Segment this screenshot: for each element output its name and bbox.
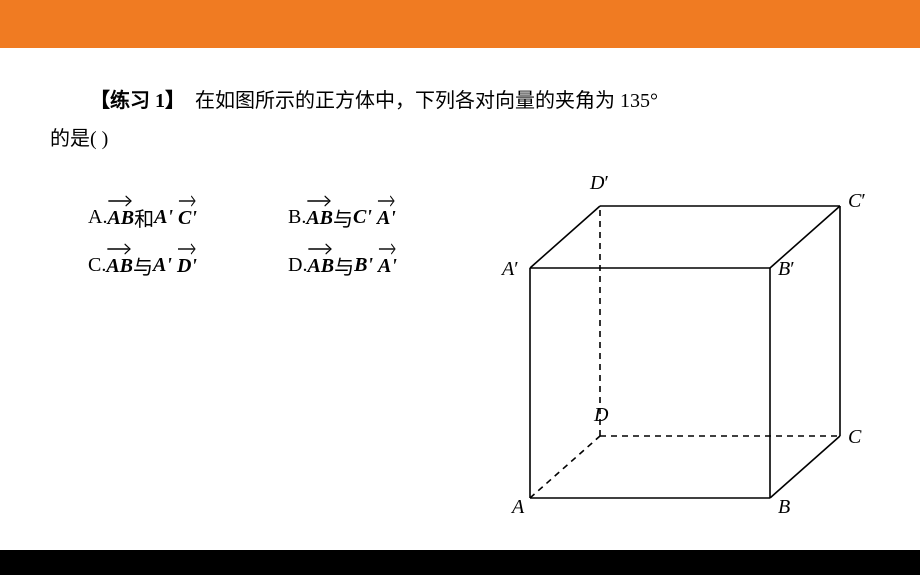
option-a-conj: 和	[134, 203, 154, 232]
option-d-vec2a: B'	[354, 254, 373, 277]
cube-svg	[470, 168, 870, 538]
question-line-1: 【练习 1】 在如图所示的正方体中，下列各对向量的夹角为 135°	[50, 82, 870, 120]
option-c: C.AB与A' D'	[88, 251, 288, 280]
option-d-vec2b: A'	[378, 253, 397, 278]
cube-label-Bprime: B′	[778, 258, 795, 281]
vector-ab-b: AB	[306, 205, 333, 230]
option-d-conj: 与	[334, 251, 354, 280]
option-c-prefix: C.	[88, 254, 106, 277]
vector-ab-a: AB	[107, 205, 134, 230]
option-row-1: A.AB和A' C' B.AB与C' A'	[88, 193, 397, 241]
option-row-2: C.AB与A' D' D.AB与B' A'	[88, 241, 397, 289]
cube-label-A: A	[512, 496, 524, 519]
option-c-vec2a: A'	[153, 254, 172, 277]
option-d: D.AB与B' A'	[288, 251, 397, 280]
exercise-label: 【练习 1】	[90, 90, 185, 112]
header-bar	[0, 0, 920, 48]
option-b-vec2b: A'	[377, 205, 396, 230]
cube-label-B: B	[778, 496, 790, 519]
cube-label-D: D	[594, 404, 608, 427]
option-b-conj: 与	[333, 203, 353, 232]
option-b-vec2a: C'	[353, 206, 372, 229]
vector-ab-c: AB	[106, 253, 133, 278]
option-a: A.AB和A' C'	[88, 203, 288, 232]
question-angle: 135°	[620, 90, 658, 112]
cube-label-C: C	[848, 426, 861, 449]
option-a-prefix: A.	[88, 206, 107, 229]
cube-diagram: A B C D A′ B′ C′ D′	[470, 168, 870, 538]
cube-label-Aprime: A′	[502, 258, 519, 281]
option-a-vec2a: A'	[154, 206, 173, 229]
cube-label-Cprime: C′	[848, 190, 866, 213]
options-block: A.AB和A' C' B.AB与C' A' C.AB与A' D' D.AB与B'…	[88, 193, 397, 289]
option-c-vec2b: D'	[177, 253, 197, 278]
option-d-prefix: D.	[288, 254, 307, 277]
option-a-vec2b: C'	[178, 205, 197, 230]
question-block: 【练习 1】 在如图所示的正方体中，下列各对向量的夹角为 135° 的是( )	[50, 82, 870, 158]
vector-ab-d: AB	[307, 253, 334, 278]
question-text-1: 在如图所示的正方体中，下列各对向量的夹角为	[195, 90, 620, 112]
page-content: 【练习 1】 在如图所示的正方体中，下列各对向量的夹角为 135° 的是( ) …	[0, 48, 920, 550]
option-b: B.AB与C' A'	[288, 203, 396, 232]
cube-label-Dprime: D′	[590, 172, 609, 195]
question-line-2: 的是( )	[50, 120, 870, 158]
option-b-prefix: B.	[288, 206, 306, 229]
option-c-conj: 与	[133, 251, 153, 280]
